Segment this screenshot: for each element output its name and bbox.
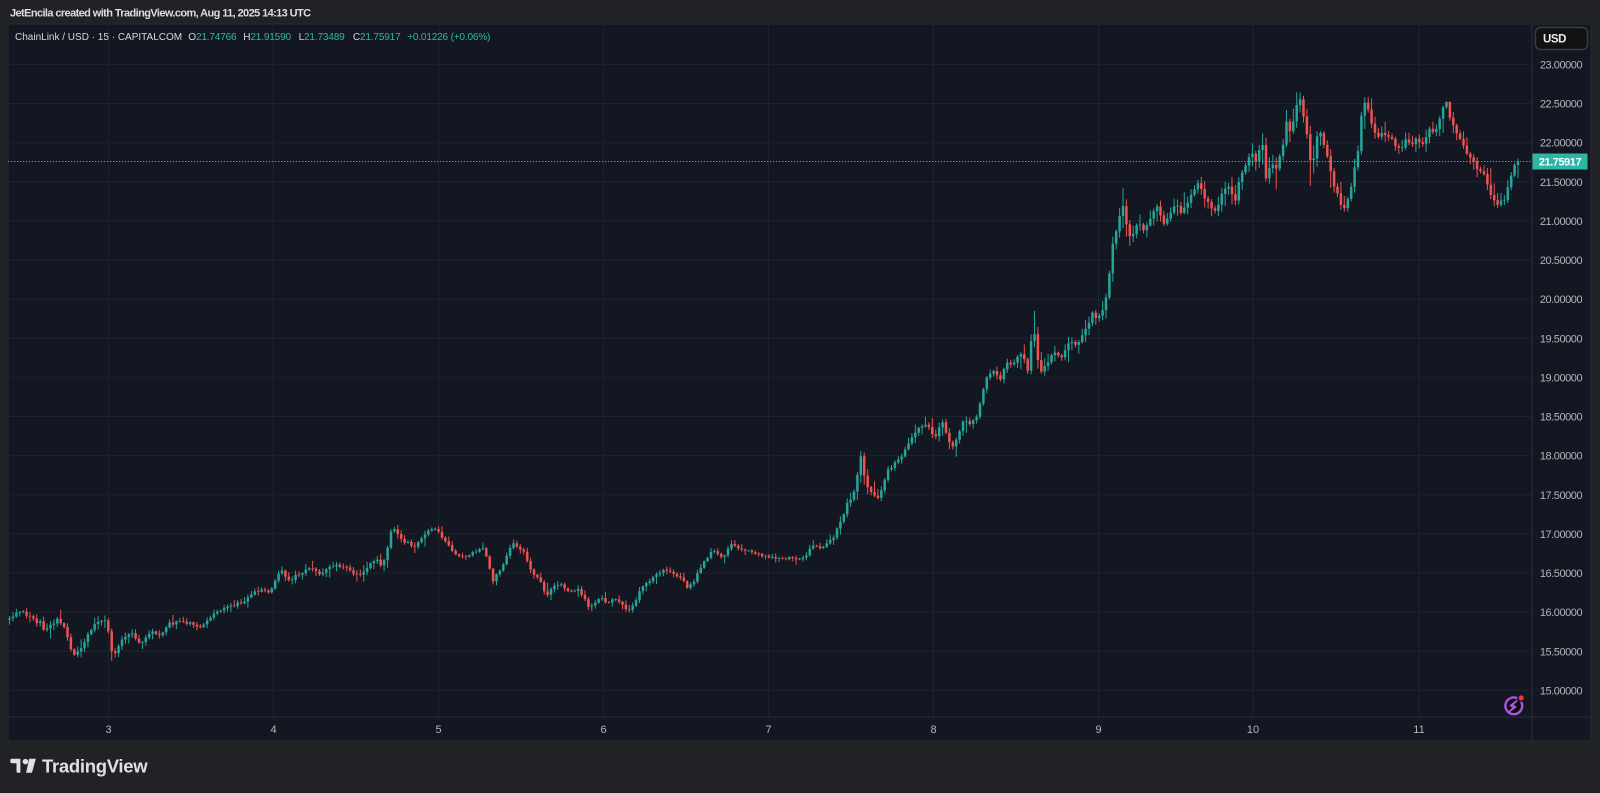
svg-text:22.00000: 22.00000 [1540, 138, 1583, 150]
svg-text:JetEncila created with Trading: JetEncila created with TradingView.com, … [10, 8, 311, 20]
svg-text:17.50000: 17.50000 [1540, 490, 1583, 502]
svg-text:5: 5 [435, 724, 441, 736]
svg-text:21.50000: 21.50000 [1540, 177, 1583, 189]
svg-text:16.00000: 16.00000 [1540, 607, 1583, 619]
svg-text:USD: USD [1543, 34, 1566, 46]
svg-text:21.75917: 21.75917 [1539, 157, 1582, 169]
svg-text:18.00000: 18.00000 [1540, 451, 1583, 463]
svg-text:22.50000: 22.50000 [1540, 99, 1583, 111]
svg-text:18.50000: 18.50000 [1540, 412, 1583, 424]
svg-text:15.50000: 15.50000 [1540, 646, 1583, 658]
svg-text:10: 10 [1247, 724, 1259, 736]
svg-text:20.00000: 20.00000 [1540, 294, 1583, 306]
svg-text:16.50000: 16.50000 [1540, 568, 1583, 580]
svg-text:11: 11 [1413, 724, 1424, 736]
svg-text:17.00000: 17.00000 [1540, 529, 1583, 541]
svg-text:8: 8 [930, 724, 936, 736]
svg-text:4: 4 [270, 724, 276, 736]
svg-text:20.50000: 20.50000 [1540, 255, 1583, 267]
svg-text:+0.01226 (+0.06%): +0.01226 (+0.06%) [407, 32, 490, 43]
svg-text:H21.91590: H21.91590 [243, 32, 291, 43]
svg-text:19.50000: 19.50000 [1540, 333, 1583, 345]
svg-text:7: 7 [765, 724, 771, 736]
svg-text:15.00000: 15.00000 [1540, 685, 1583, 697]
svg-text:3: 3 [105, 724, 111, 736]
svg-text:23.00000: 23.00000 [1540, 59, 1583, 71]
svg-text:TradingView: TradingView [42, 755, 148, 776]
svg-text:21.00000: 21.00000 [1540, 216, 1583, 228]
svg-text:19.00000: 19.00000 [1540, 372, 1583, 384]
svg-text:9: 9 [1095, 724, 1101, 736]
svg-text:ChainLink / USD · 15 · CAPITAL: ChainLink / USD · 15 · CAPITALCOM [15, 32, 182, 43]
svg-text:6: 6 [600, 724, 606, 736]
svg-text:L21.73489: L21.73489 [299, 32, 346, 43]
svg-text:C21.75917: C21.75917 [353, 32, 401, 43]
svg-text:O21.74766: O21.74766 [188, 32, 237, 43]
